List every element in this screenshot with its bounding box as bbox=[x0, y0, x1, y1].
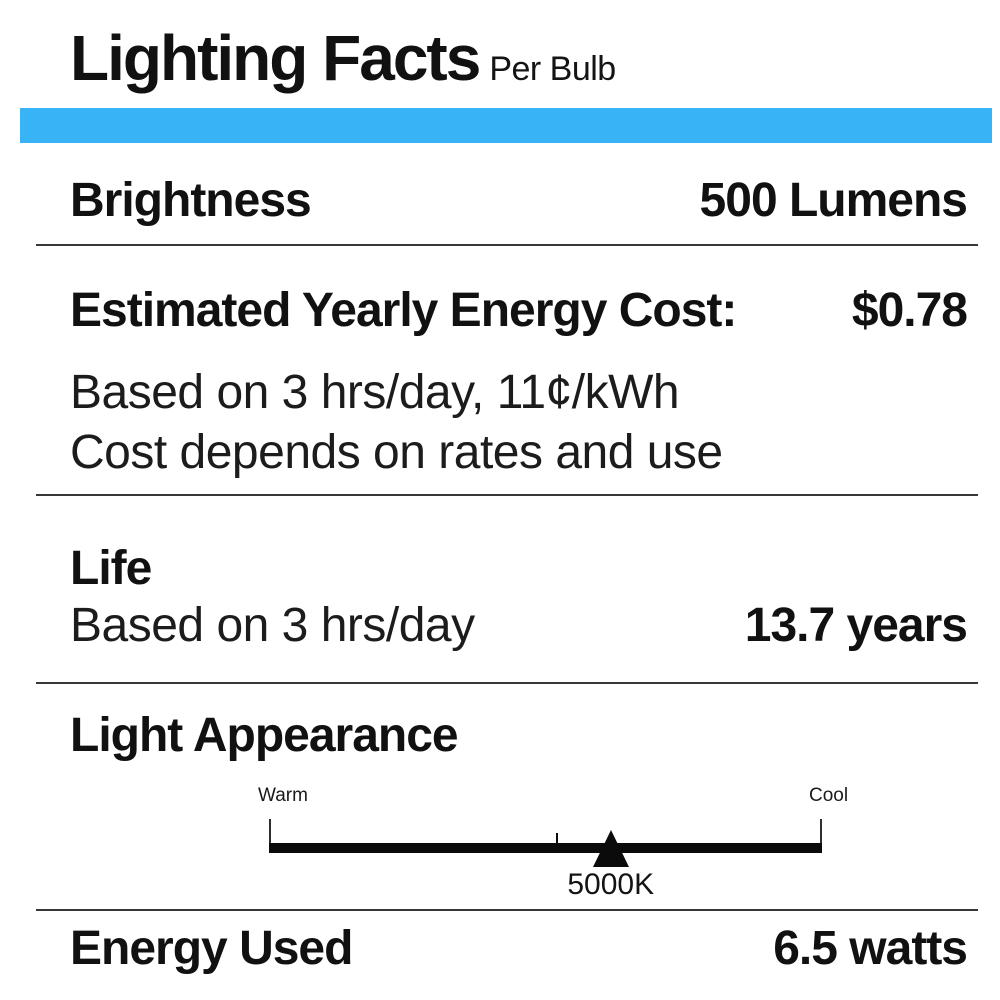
cct-marker-value: 5000K bbox=[567, 868, 655, 901]
divider bbox=[36, 244, 978, 246]
energy-cost-label: Estimated Yearly Energy Cost: bbox=[70, 284, 737, 337]
page-title: Lighting Facts Per Bulb bbox=[70, 26, 616, 90]
scale-left-tick bbox=[269, 819, 271, 853]
scale-right-tick bbox=[820, 819, 822, 853]
scale-mid-tick bbox=[556, 833, 558, 843]
energy-cost-note-line2: Cost depends on rates and use bbox=[70, 426, 723, 479]
energy-cost-note-line2-row: Cost depends on rates and use bbox=[70, 429, 967, 477]
life-row: Based on 3 hrs/day 13.7 years bbox=[70, 599, 968, 652]
title-text: Lighting Facts bbox=[70, 22, 481, 94]
light-appearance-label: Light Appearance bbox=[70, 709, 459, 762]
light-appearance-heading-row: Light Appearance bbox=[70, 712, 967, 760]
life-basis: Based on 3 hrs/day bbox=[70, 599, 475, 652]
energy-cost-value: $0.78 bbox=[851, 284, 968, 337]
energy-used-row: Energy Used 6.5 watts bbox=[70, 922, 968, 975]
divider bbox=[36, 682, 978, 684]
brightness-row: Brightness 500 Lumens bbox=[70, 174, 968, 227]
cool-label: Cool bbox=[809, 785, 849, 806]
accent-bar bbox=[20, 108, 992, 143]
energy-used-label: Energy Used bbox=[70, 922, 353, 975]
scale-track bbox=[269, 843, 822, 853]
life-value: 13.7 years bbox=[744, 599, 968, 652]
divider bbox=[36, 909, 978, 911]
cct-marker-triangle-icon bbox=[592, 830, 629, 867]
energy-cost-row: Estimated Yearly Energy Cost: $0.78 bbox=[70, 284, 968, 337]
brightness-value: 500 Lumens bbox=[699, 174, 968, 227]
divider bbox=[36, 494, 978, 496]
energy-used-value: 6.5 watts bbox=[773, 922, 968, 975]
title-subtitle: Per Bulb bbox=[489, 50, 616, 88]
life-label: Life bbox=[70, 542, 152, 595]
brightness-label: Brightness bbox=[70, 174, 312, 227]
warm-label: Warm bbox=[258, 785, 308, 806]
energy-cost-note-line1-row: Based on 3 hrs/day, 11¢/kWh bbox=[70, 369, 967, 417]
life-heading-row: Life bbox=[70, 545, 967, 593]
cct-scale: Warm Cool 5000K bbox=[0, 780, 1000, 905]
energy-cost-note-line1: Based on 3 hrs/day, 11¢/kWh bbox=[70, 366, 680, 419]
